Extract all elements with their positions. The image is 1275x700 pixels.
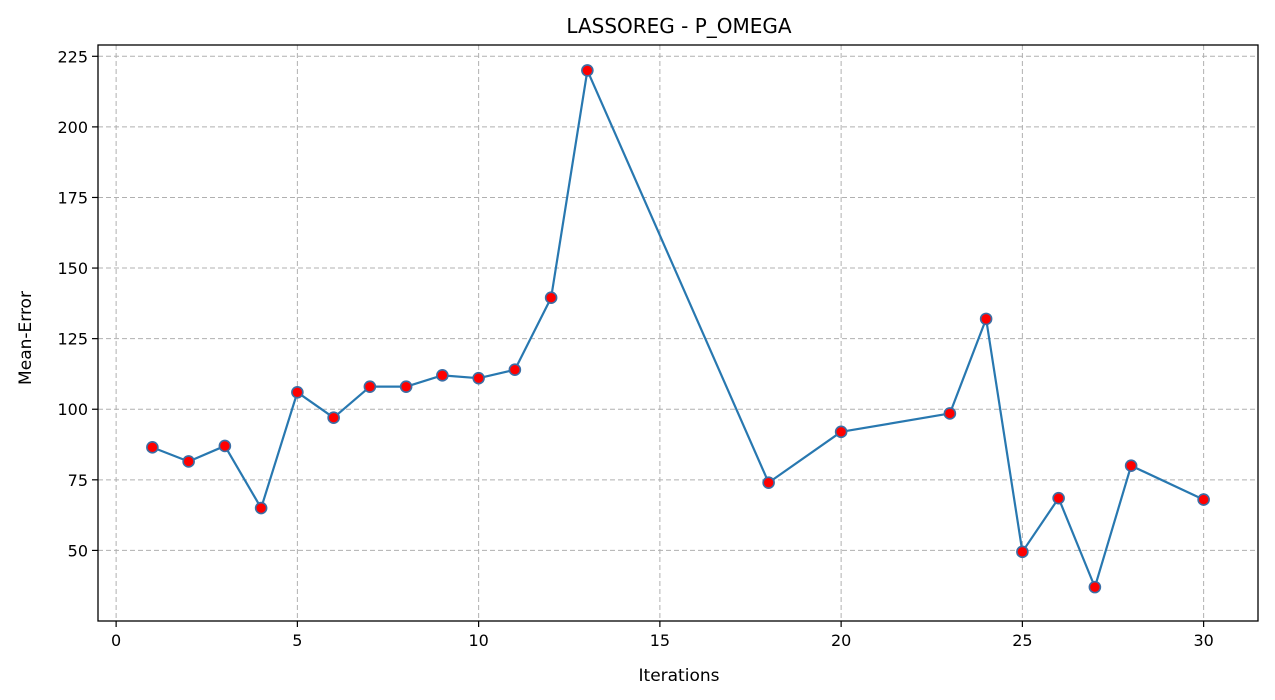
y-axis-label: Mean-Error xyxy=(16,291,36,385)
data-point xyxy=(218,439,232,453)
axis-ticks: 0 5 10 15 20 25 30 50 75 100 125 150 175 200 225 xyxy=(57,47,1213,650)
y-tick-label: 200 xyxy=(57,118,88,137)
x-axis-label: Iterations xyxy=(639,666,720,686)
data-point xyxy=(254,501,268,515)
y-tick-label: 175 xyxy=(57,188,88,207)
data-point xyxy=(436,369,449,382)
data-point xyxy=(508,363,522,377)
data-point xyxy=(1088,580,1102,594)
data-point xyxy=(1197,493,1210,506)
grid-lines xyxy=(98,45,1258,621)
data-point xyxy=(363,380,377,393)
data-point xyxy=(182,455,195,468)
data-point xyxy=(291,385,304,399)
x-tick-label: 25 xyxy=(1012,631,1032,650)
x-tick-label: 15 xyxy=(650,631,670,650)
chart-title: LASSOREG - P_OMEGA xyxy=(566,14,792,38)
x-tick-label: 30 xyxy=(1193,631,1213,650)
y-tick-label: 125 xyxy=(57,330,88,349)
x-tick-label: 10 xyxy=(468,631,488,650)
x-tick-label: 0 xyxy=(111,631,121,650)
y-tick-label: 100 xyxy=(57,400,88,419)
y-tick-label: 50 xyxy=(68,541,88,560)
data-point xyxy=(399,380,413,393)
series-layer xyxy=(146,64,1210,594)
data-point xyxy=(472,371,485,385)
data-point xyxy=(581,64,594,77)
data-point xyxy=(943,407,957,420)
data-point xyxy=(146,441,159,454)
data-point xyxy=(834,425,848,439)
y-tick-label: 225 xyxy=(57,47,88,66)
data-point xyxy=(1124,459,1138,473)
data-point xyxy=(762,476,775,489)
data-point xyxy=(1052,491,1065,505)
data-point xyxy=(544,291,558,305)
y-tick-label: 75 xyxy=(68,471,88,490)
x-tick-label: 5 xyxy=(292,631,302,650)
series-line xyxy=(151,69,1205,589)
data-point xyxy=(1016,545,1029,559)
y-tick-label: 150 xyxy=(57,259,88,278)
x-tick-label: 20 xyxy=(831,631,851,650)
data-point xyxy=(979,312,993,326)
data-point xyxy=(327,411,340,425)
plot-frame xyxy=(97,44,1259,622)
